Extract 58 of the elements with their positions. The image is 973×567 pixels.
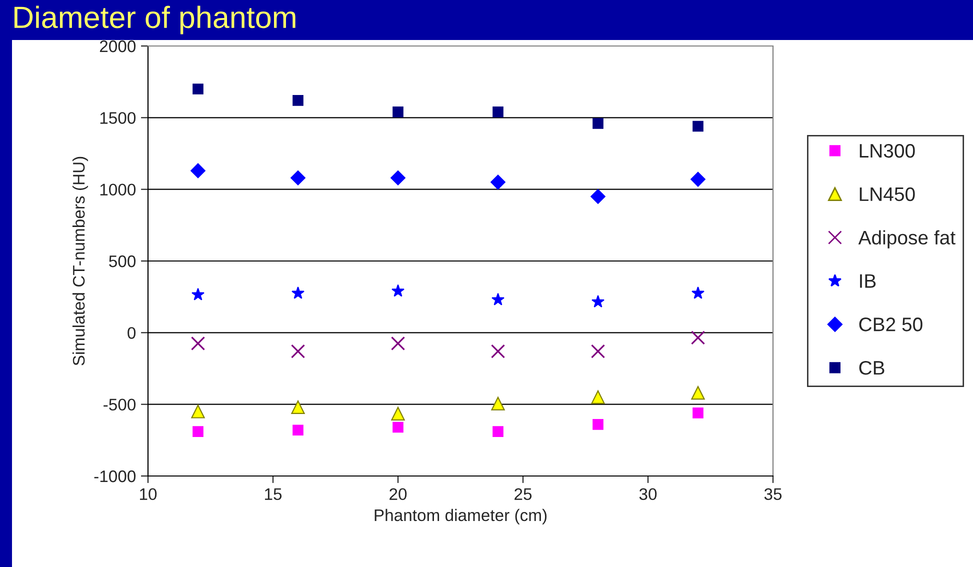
point bbox=[592, 418, 604, 430]
point bbox=[290, 344, 306, 358]
point bbox=[690, 330, 706, 345]
y-tick-label: 500 bbox=[109, 255, 136, 268]
point bbox=[490, 174, 506, 190]
y-tick-label: 1500 bbox=[100, 112, 136, 124]
point bbox=[392, 284, 404, 297]
y-tick-label: 0 bbox=[128, 327, 136, 339]
x-tick-label: 25 bbox=[514, 488, 532, 500]
legend-label: IB bbox=[860, 274, 876, 288]
point bbox=[190, 163, 206, 178]
point bbox=[590, 189, 606, 204]
point bbox=[690, 172, 706, 187]
point bbox=[192, 84, 204, 94]
point bbox=[590, 344, 606, 358]
point bbox=[692, 120, 704, 132]
point bbox=[392, 422, 404, 433]
point bbox=[692, 408, 704, 418]
point bbox=[492, 426, 504, 437]
x-tick-label: 10 bbox=[140, 488, 157, 500]
point bbox=[592, 118, 604, 129]
point bbox=[491, 396, 505, 410]
y-tick-label: 2000 bbox=[100, 40, 136, 52]
point bbox=[390, 336, 406, 350]
point bbox=[191, 404, 205, 418]
y-axis-title: Simulated CT-numbers (HU) bbox=[72, 156, 88, 366]
point bbox=[390, 170, 406, 186]
point bbox=[292, 286, 304, 299]
point bbox=[691, 386, 705, 400]
point bbox=[591, 390, 605, 404]
y-tick-label: 1000 bbox=[100, 184, 136, 196]
x-tick-label: 30 bbox=[639, 488, 657, 500]
x-tick-label: 35 bbox=[764, 488, 782, 500]
legend-label: CB2 50 bbox=[859, 318, 922, 332]
point bbox=[490, 344, 506, 358]
chart-title: Diameter of phantom bbox=[14, 6, 296, 34]
x-tick-label: 20 bbox=[390, 488, 407, 500]
point bbox=[492, 292, 504, 306]
y-tick-label: -500 bbox=[104, 398, 136, 411]
y-tick-label: -1000 bbox=[94, 470, 136, 482]
legend-label: LN300 bbox=[860, 144, 915, 158]
legend-label: LN450 bbox=[860, 187, 915, 202]
point bbox=[192, 288, 204, 300]
point bbox=[292, 424, 304, 436]
point bbox=[392, 106, 404, 118]
point bbox=[292, 95, 304, 106]
point bbox=[692, 286, 704, 299]
point bbox=[290, 170, 306, 186]
legend-label: CB bbox=[859, 360, 884, 375]
point bbox=[291, 400, 305, 414]
x-axis-title: Phantom diameter (cm) bbox=[374, 508, 547, 524]
point bbox=[391, 406, 405, 420]
point bbox=[492, 106, 504, 118]
point bbox=[192, 426, 204, 437]
point bbox=[190, 336, 206, 350]
point bbox=[592, 295, 604, 308]
legend-label: Adipose fat bbox=[858, 230, 956, 248]
x-tick-label: 15 bbox=[265, 488, 282, 500]
